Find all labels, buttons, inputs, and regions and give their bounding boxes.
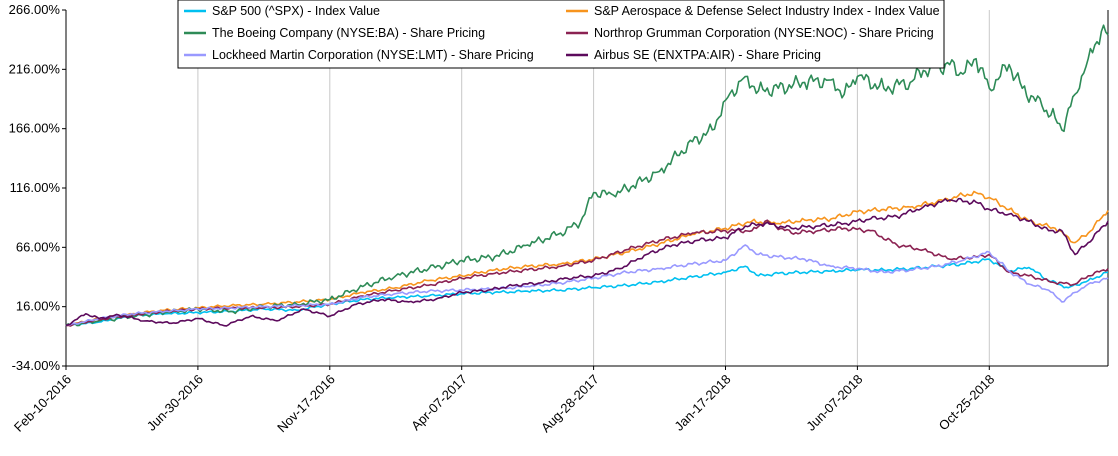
x-axis-tick-labels: Feb-10-2016 Jun-30-2016 Nov-17-2016 Apr-07-…: [11, 372, 998, 436]
series-line-4: [65, 244, 1109, 327]
x-tick-label-5: Jan-17-2018: [671, 372, 733, 434]
y-axis-tick-labels: -34.00% 16.00% 66.00% 116.00% 166.00% 216.00%…: [9, 2, 61, 373]
x-tick-label-1: Jun-30-2016: [144, 372, 206, 434]
y-tick-label-2: 66.00%: [16, 239, 61, 254]
legend-label-1: S&P Aerospace & Defense Select Industry …: [594, 4, 940, 18]
series-line-2: [65, 24, 1109, 327]
y-tick-label-4: 166.00%: [9, 121, 61, 136]
legend-label-4: Lockheed Martin Corporation (NYSE:LMT) -…: [212, 48, 534, 62]
legend-label-2: The Boeing Company (NYSE:BA) - Share Pri…: [212, 26, 485, 40]
x-tick-label-7: Oct-25-2018: [936, 372, 998, 434]
y-tick-label-1: 16.00%: [16, 299, 61, 314]
legend-box: [177, 0, 945, 69]
series-line-1: [65, 190, 1109, 327]
y-tick-label-0: -34.00%: [12, 358, 61, 373]
series-line-5: [65, 197, 1109, 327]
y-tick-label-3: 116.00%: [10, 180, 61, 195]
x-tick-label-3: Apr-07-2017: [408, 372, 470, 434]
x-tick-label-0: Feb-10-2016: [11, 372, 74, 435]
y-tick-label-6: 266.00%: [9, 2, 61, 17]
x-tick-label-4: Aug-28-2017: [538, 372, 602, 436]
series-line-0: [65, 258, 1109, 327]
axes: [62, 9, 1109, 370]
legend-label-0: S&P 500 (^SPX) - Index Value: [212, 4, 380, 18]
legend-label-5: Airbus SE (ENXTPA:AIR) - Share Pricing: [594, 48, 821, 62]
x-tick-label-6: Jun-07-2018: [803, 372, 865, 434]
y-tick-label-5: 216.00%: [9, 61, 61, 76]
legend-label-3: Northrop Grumman Corporation (NYSE:NOC) …: [594, 26, 934, 40]
x-tick-label-2: Nov-17-2016: [274, 372, 338, 436]
legend: S&P 500 (^SPX) - Index Value S&P Aerospac…: [177, 0, 945, 69]
vertical-gridlines: [65, 10, 990, 366]
series-lines: [65, 24, 1109, 327]
